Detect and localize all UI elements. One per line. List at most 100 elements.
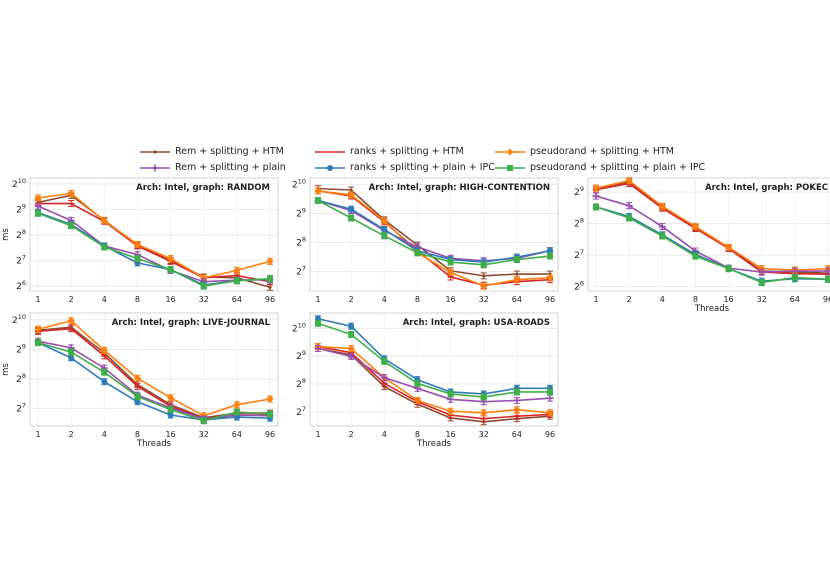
series-line [37,192,271,279]
data-point [100,217,108,225]
series [315,196,553,269]
y-tick-exponent: 7 [302,405,306,413]
x-tick-label: 1 [35,430,40,439]
data-point [68,349,75,356]
x-tick-label: 1 [315,430,320,439]
x-axis-label: Threads [694,304,730,314]
data-point [692,253,699,260]
data-point [348,215,355,222]
series [315,319,553,401]
series-line [317,345,551,420]
legend-entry: ranks + splitting + plain + IPC [315,162,495,173]
x-tick-label: 2 [349,430,354,439]
series-line [595,206,829,284]
series-line [37,212,271,287]
legend-entry: pseudorand + splitting + HTM [495,146,674,157]
data-point [35,339,41,346]
x-tick-label: 2 [349,295,354,304]
series [593,203,830,286]
y-tick-label: 29 [574,185,584,198]
series-line [595,182,829,275]
legend-swatch [495,148,525,155]
y-tick-label: 29 [16,342,26,355]
series-line [317,347,551,403]
x-tick-label: 4 [102,295,107,304]
series-line [37,340,271,420]
y-tick-label: 29 [296,207,306,220]
data-point [200,283,207,290]
series [35,209,273,290]
y-tick-exponent: 7 [22,402,26,410]
x-tick-label: 96 [265,295,275,304]
chart-title: Arch: Intel, graph: USA-ROADS [403,318,550,328]
data-point [480,261,487,268]
series [314,344,554,406]
series-line [37,205,271,283]
x-tick-label: 96 [823,295,830,304]
data-point [34,194,42,202]
x-tick-label: 32 [199,295,209,304]
y-tick-label: 210 [12,177,26,190]
chart-usa-roads: 27 28 29 210 1 2 4 8 16 32 64 96 Threads Arch: Intel,… [292,312,559,449]
data-point [658,202,666,210]
legend-swatch [140,164,170,171]
data-point [414,249,421,256]
x-tick-label: 8 [693,295,698,304]
legend-label: Rem + splitting + plain [175,162,286,173]
chart-title: Arch: Intel, graph: RANDOM [136,183,270,193]
data-point [101,243,108,250]
data-point [314,344,322,352]
y-tick-exponent: 9 [302,349,306,357]
data-point [546,274,554,282]
chart-high-contention: 27 28 29 210 1 2 4 8 16 32 64 96 Arch: Intel, graph:… [292,177,559,304]
legend-swatch [315,164,345,171]
series-line [317,190,551,286]
data-point [101,378,108,385]
series-line [38,202,271,283]
data-point [267,411,273,418]
data-point [758,279,765,286]
data-point [625,202,633,210]
x-tick-label: 2 [627,295,632,304]
data-point [167,411,174,418]
data-point [68,354,75,361]
y-tick-label: 29 [296,349,306,362]
x-tick-label: 16 [165,295,175,304]
y-tick-label: 210 [292,178,306,191]
series-line [317,322,550,398]
x-tick-label: 32 [479,430,489,439]
y-tick-label: 28 [574,217,584,230]
y-tick-label: 27 [16,254,26,267]
data-point [167,406,174,413]
x-tick-label: 96 [265,430,275,439]
x-tick-label: 2 [69,295,74,304]
y-tick-label: 27 [296,405,306,418]
legend-swatch [315,150,345,153]
y-tick-exponent: 8 [302,235,306,243]
x-tick-label: 96 [545,295,555,304]
data-point [380,374,388,382]
chart-title: Arch: Intel, graph: POKEC [705,183,828,193]
x-tick-label: 8 [135,430,140,439]
y-tick-exponent: 7 [580,248,584,256]
data-point [546,394,554,402]
data-point [381,226,388,233]
data-point [268,285,272,289]
data-point [315,320,321,327]
data-point [100,346,108,354]
chart-title: Arch: Intel, graph: HIGH-CONTENTION [369,183,550,193]
series-line [37,341,271,422]
data-point [233,277,240,284]
x-tick-label: 4 [382,430,387,439]
y-axis-label: ms [1,228,11,241]
x-tick-label: 16 [445,430,455,439]
data-point [626,214,633,221]
data-point [593,203,599,210]
x-tick-label: 64 [512,295,522,304]
legend-entry: ranks + splitting + HTM [315,146,464,157]
data-point [381,232,388,239]
data-point [447,259,454,266]
chart-live-journal: 27 28 29 210 1 2 4 8 16 32 64 96 ms Threads Arch: Inte… [1,312,279,449]
x-tick-label: 96 [545,430,555,439]
legend-label: Rem + splitting + HTM [175,146,284,157]
